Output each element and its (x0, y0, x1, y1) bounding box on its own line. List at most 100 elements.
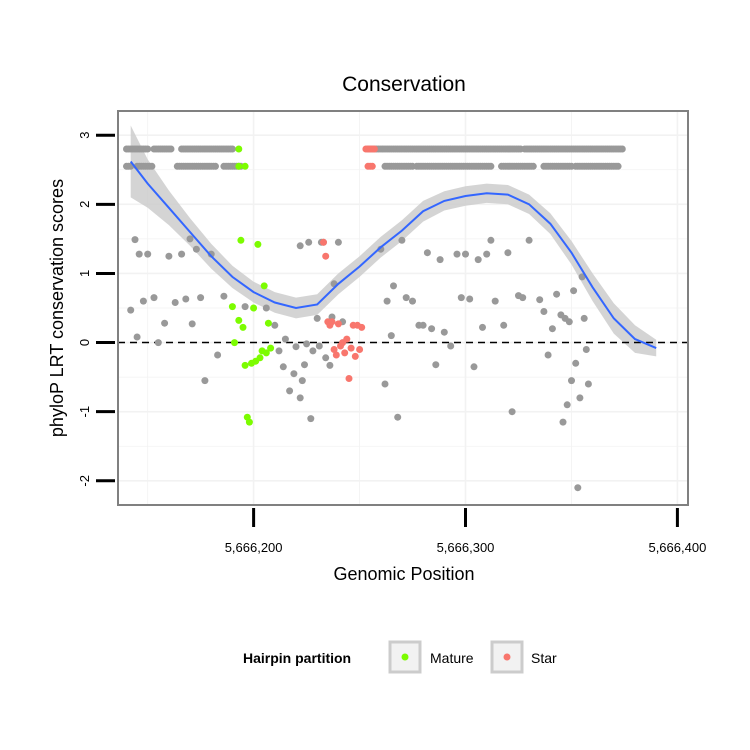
point-other (572, 359, 580, 367)
point-star (358, 323, 366, 331)
point-other (127, 306, 135, 314)
confidence-band (130, 125, 657, 357)
y-tick-label: 3 (77, 132, 92, 139)
point-mature (235, 162, 243, 170)
point-other (487, 236, 495, 244)
legend-item-mature[interactable]: Mature (388, 640, 474, 674)
point-other (309, 347, 317, 355)
grid-lines (118, 111, 688, 505)
point-star (334, 320, 342, 328)
y-tick-label: 1 (77, 270, 92, 277)
point-other (279, 363, 287, 371)
point-other (292, 343, 300, 351)
point-mature (231, 339, 238, 347)
point-other (553, 290, 561, 298)
x-axis-title: Genomic Position (333, 564, 474, 584)
legend-key-mature (388, 640, 422, 674)
point-mature (256, 354, 264, 362)
point-other (584, 380, 592, 388)
point-other (428, 325, 436, 333)
point-other (328, 313, 336, 321)
y-tick-label: 0 (77, 339, 92, 346)
point-other (305, 238, 313, 246)
smooth-line (129, 160, 657, 350)
point-other (301, 361, 308, 369)
point-other (197, 294, 205, 302)
y-axis-title: phyloP LRT conservation scores (47, 179, 67, 437)
data-points (123, 145, 626, 492)
point-mature (264, 319, 272, 327)
point-mature (262, 349, 270, 357)
point-other (165, 252, 173, 260)
point-other (436, 256, 444, 264)
point-other (423, 249, 431, 257)
point-top-row-2 (148, 162, 156, 170)
point-other (447, 342, 455, 350)
point-star (345, 375, 353, 382)
point-other (192, 245, 200, 253)
point-other (390, 282, 397, 290)
x-tick-label: 5,666,300 (437, 540, 495, 555)
point-other (402, 294, 410, 302)
y-tick-label: 2 (77, 201, 92, 208)
point-other (139, 297, 147, 305)
point-mature (235, 316, 243, 324)
legend: Hairpin partition Mature Star (243, 640, 557, 674)
point-star (356, 346, 364, 353)
point-other (207, 250, 215, 258)
loess-smooth-line (129, 160, 657, 350)
point-top-row-2 (529, 162, 537, 170)
point-other (440, 328, 448, 336)
point-star (332, 351, 340, 359)
point-other (307, 415, 315, 423)
point-other (326, 361, 334, 369)
point-other (220, 292, 228, 300)
legend-item-star[interactable]: Star (490, 640, 557, 674)
point-other (315, 342, 323, 350)
point-top-row-2 (614, 162, 622, 170)
point-star (322, 252, 330, 260)
point-top-row-2 (212, 162, 219, 170)
point-other (563, 401, 571, 409)
point-other (457, 294, 465, 302)
point-other (432, 361, 440, 369)
x-tick-label: 5,666,200 (225, 540, 283, 555)
point-mature (235, 145, 243, 153)
point-other (188, 320, 196, 328)
point-other (470, 363, 478, 371)
point-other (491, 297, 499, 305)
point-top-row-1 (228, 145, 236, 153)
point-top-row-1 (167, 145, 175, 153)
point-other (419, 321, 427, 329)
point-other (479, 323, 486, 331)
point-other (519, 294, 527, 302)
point-other (296, 394, 304, 402)
point-other (334, 238, 342, 246)
point-other (275, 347, 283, 355)
point-star (347, 344, 355, 352)
point-other (462, 250, 469, 258)
point-other (525, 236, 533, 244)
point-other (133, 333, 141, 341)
point-mature (260, 282, 268, 290)
point-mature (239, 323, 247, 331)
point-other (154, 339, 162, 347)
point-star (320, 238, 327, 246)
point-other (574, 484, 582, 492)
point-other (578, 273, 586, 281)
point-mature (237, 236, 245, 244)
y-tick-label: -2 (77, 475, 92, 487)
point-other (135, 250, 143, 258)
point-star (341, 349, 349, 357)
point-other (296, 242, 304, 250)
point-other (483, 250, 491, 258)
point-other (298, 377, 306, 385)
legend-dot-mature (401, 653, 409, 661)
point-star (328, 318, 336, 326)
point-other (150, 294, 158, 302)
point-other (186, 235, 194, 243)
point-other (241, 303, 249, 311)
point-star (351, 352, 359, 360)
axes: -2 -1 0 1 2 3 5,666,200 5,666,300 5,666,400 (77, 110, 706, 555)
panel-border (117, 110, 689, 506)
